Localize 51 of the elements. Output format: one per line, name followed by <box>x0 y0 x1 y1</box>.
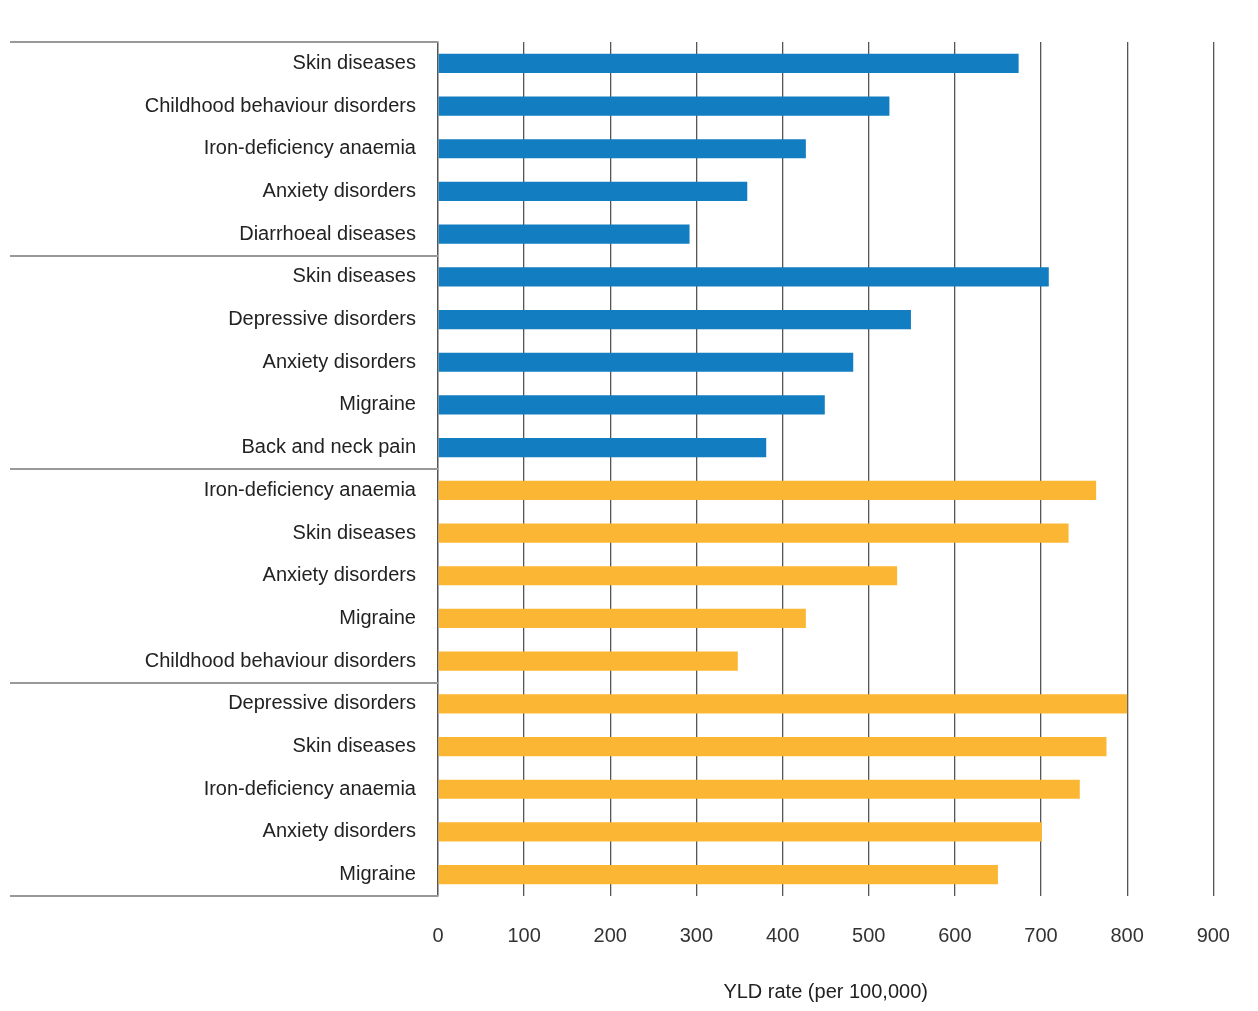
x-tick-label: 400 <box>765 923 800 946</box>
bar <box>438 865 998 885</box>
x-tick-label: 300 <box>679 923 714 946</box>
bar <box>438 309 911 330</box>
y-tick-label: Anxiety disorders <box>262 819 416 842</box>
y-tick-label: Skin diseases <box>292 264 416 287</box>
y-tick-label: Skin diseases <box>292 50 416 73</box>
bar <box>438 822 1042 842</box>
y-tick-label: Anxiety disorders <box>262 563 416 586</box>
x-tick-label: 800 <box>1110 923 1144 946</box>
y-tick-label: Iron-deficiency anaemia <box>203 776 417 799</box>
bar <box>438 651 738 671</box>
y-tick-label: Back and neck pain <box>241 435 416 458</box>
bar <box>438 267 1049 287</box>
x-tick-label: 200 <box>593 923 627 946</box>
y-tick-label: Diarrhoeal diseases <box>239 221 416 244</box>
y-tick-label: Depressive disorders <box>228 307 416 330</box>
y-tick-label: Migraine <box>339 605 416 628</box>
bar <box>438 53 1019 73</box>
bar <box>438 480 1097 500</box>
bar <box>438 523 1069 543</box>
bar <box>438 779 1080 799</box>
bar <box>438 736 1107 757</box>
bar <box>438 694 1128 714</box>
bar <box>438 224 690 244</box>
y-tick-label: Migraine <box>339 862 416 885</box>
x-tick-label: 600 <box>938 923 972 946</box>
y-tick-label: Skin diseases <box>292 734 416 757</box>
x-tick-label: 0 <box>432 923 444 946</box>
y-tick-label: Childhood behaviour disorders <box>144 93 416 116</box>
bar <box>438 395 825 415</box>
x-tick-label: 500 <box>852 923 886 946</box>
x-tick-label: 900 <box>1196 923 1230 946</box>
y-tick-label: Migraine <box>339 392 416 415</box>
y-tick-label: Skin diseases <box>292 520 416 543</box>
y-tick-label: Anxiety disorders <box>262 349 416 372</box>
y-tick-label: Anxiety disorders <box>262 178 416 201</box>
bar <box>438 566 898 586</box>
bar <box>438 96 890 116</box>
bar <box>438 608 806 629</box>
bar <box>438 139 806 159</box>
y-tick-label: Iron-deficiency anaemia <box>203 136 417 159</box>
x-tick-label: 700 <box>1024 923 1058 946</box>
bar <box>438 352 854 372</box>
y-tick-label: Iron-deficiency anaemia <box>203 477 417 500</box>
bar <box>438 181 748 202</box>
bar <box>438 438 767 458</box>
x-axis-title: YLD rate (per 100,000) <box>723 979 928 1002</box>
y-tick-label: Depressive disorders <box>228 691 416 714</box>
y-tick-label: Childhood behaviour disorders <box>144 648 416 671</box>
x-tick-label: 100 <box>507 923 541 946</box>
